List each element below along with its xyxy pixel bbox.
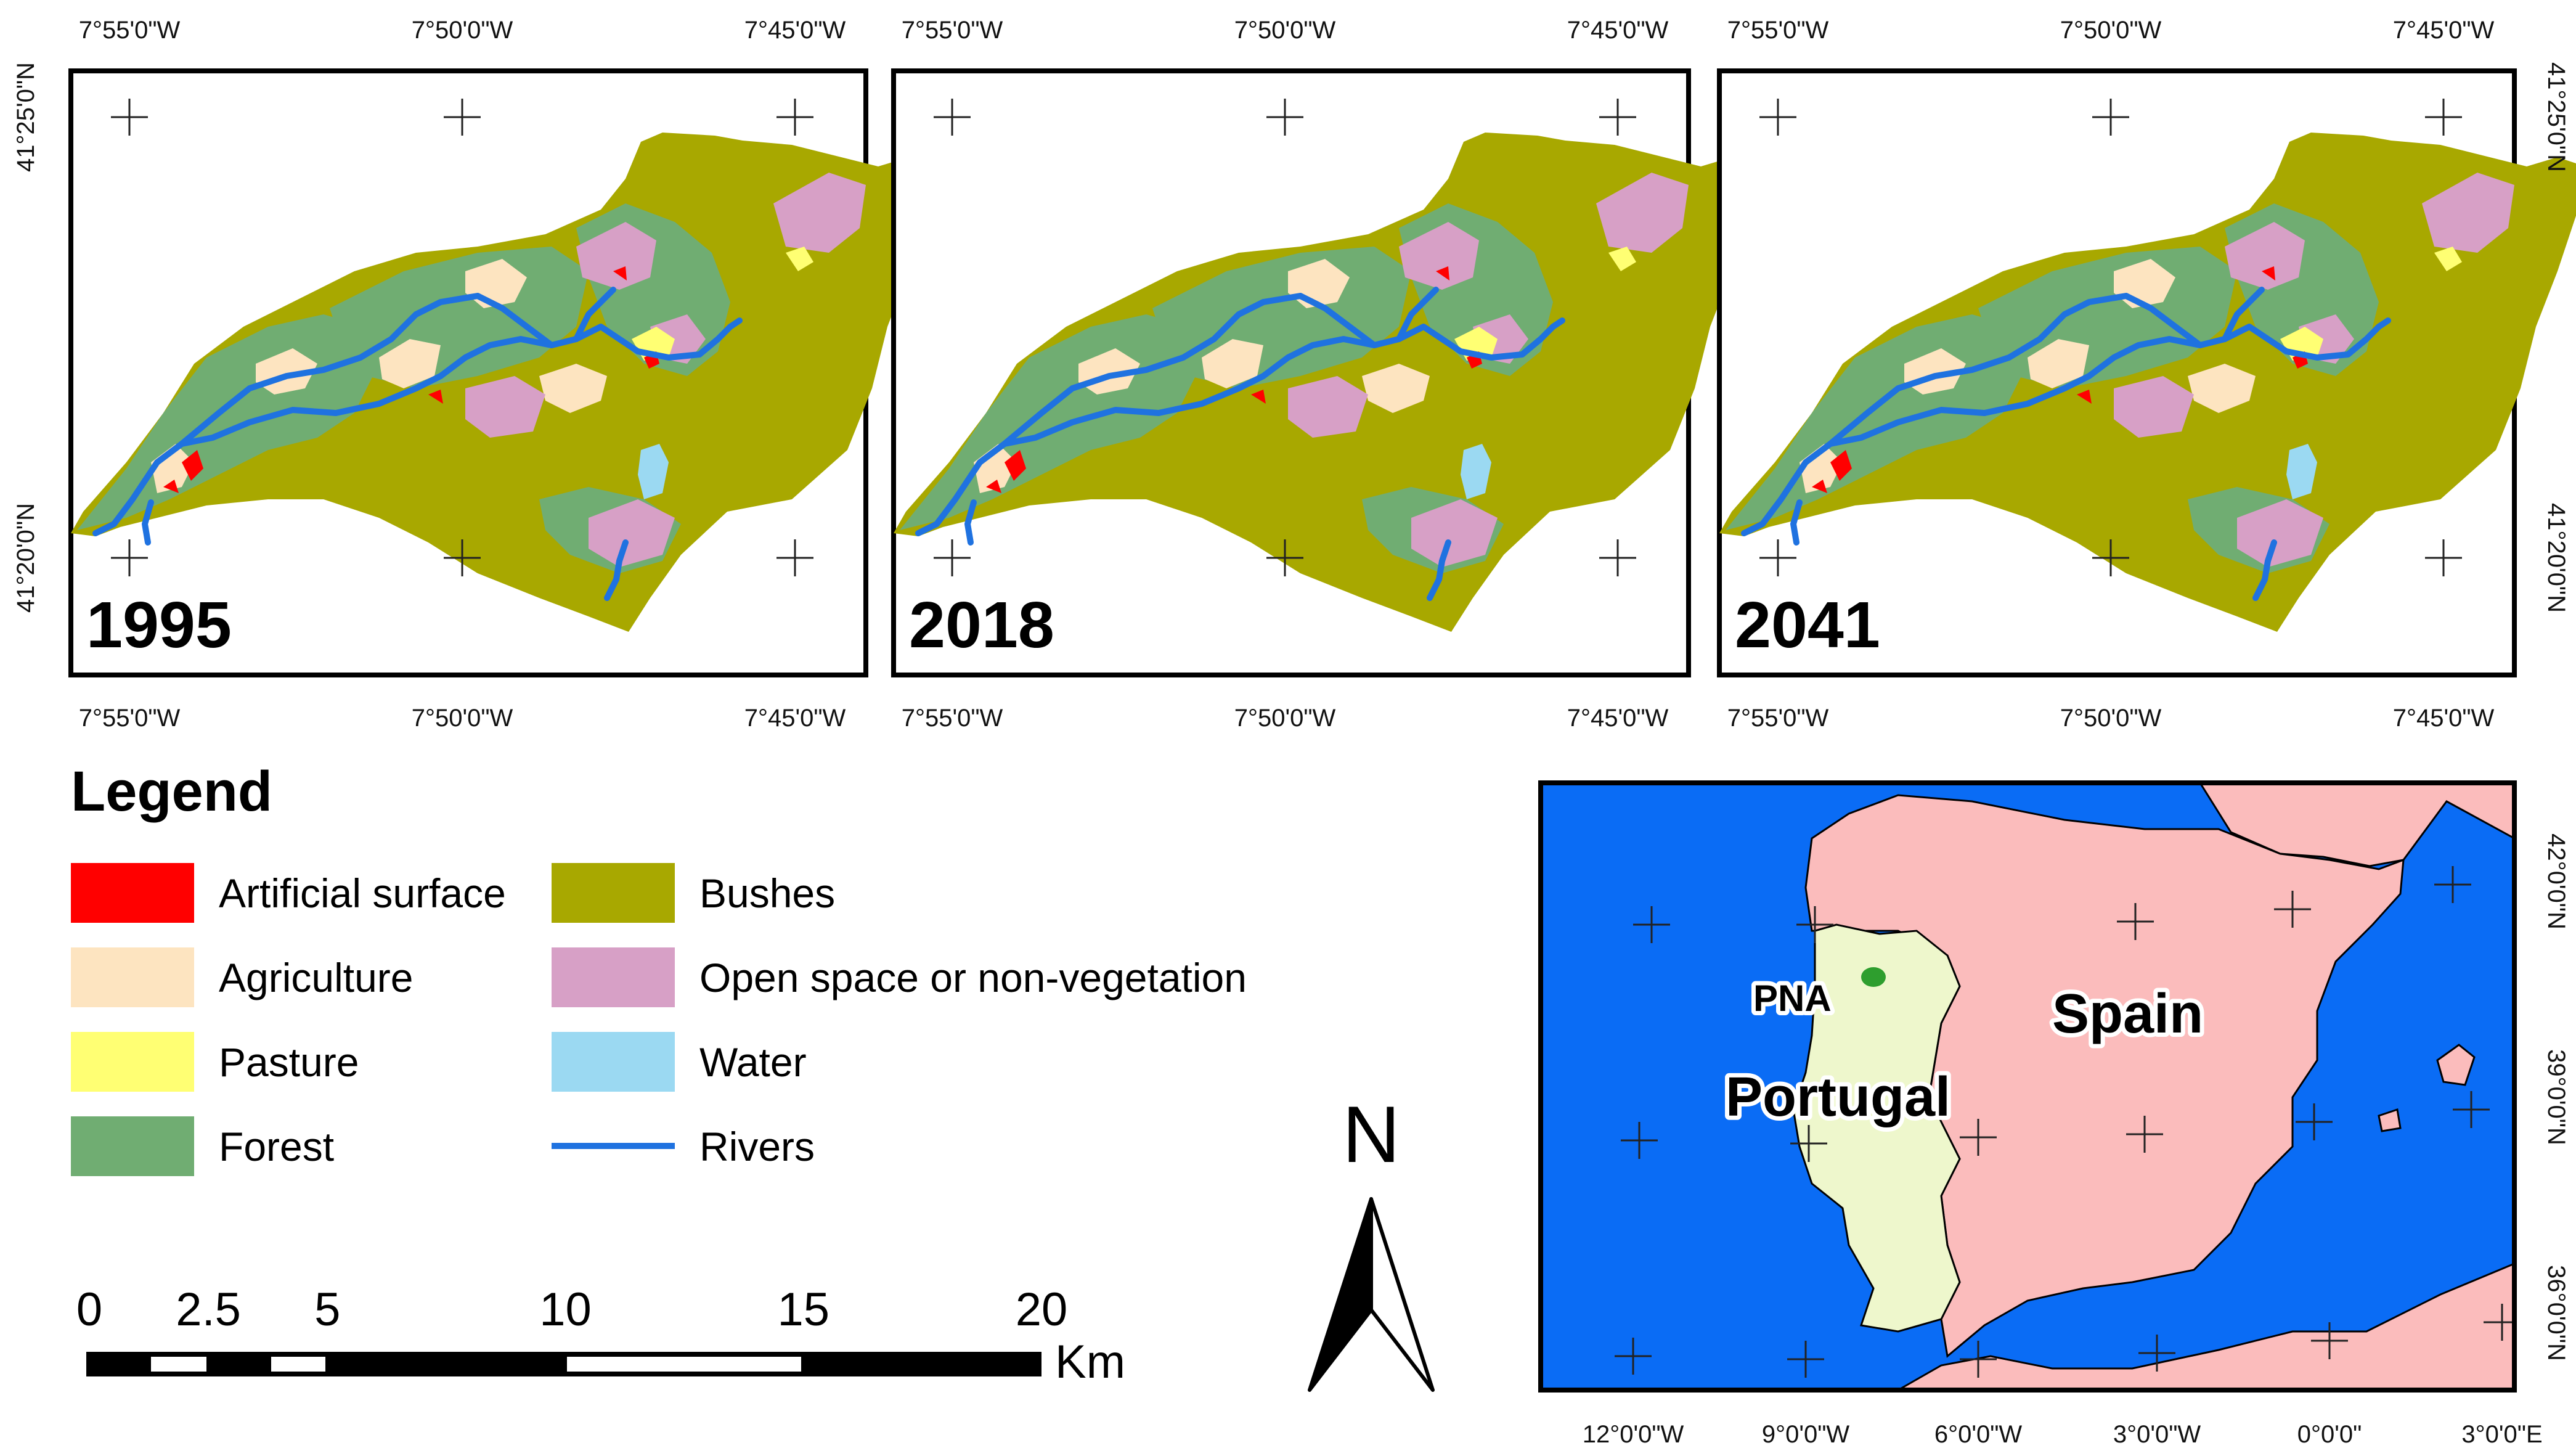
lon-label-bottom: 7°55'0"W [1727,705,1829,732]
legend-swatch [71,947,194,1007]
legend-label: Forest [219,1124,334,1169]
lon-label-top: 7°55'0"W [79,17,181,44]
legend-label: Artificial surface [219,870,506,916]
lon-label-bottom: 7°45'0"W [744,705,846,732]
inset-lat-label: 39°0'0"N [2543,1049,2570,1145]
lon-label-bottom: 7°45'0"W [1567,705,1669,732]
lon-label-top: 7°50'0"W [2060,17,2162,44]
map-panel-2018: 2018 7°55'0"W 7°50'0"W 7°45'0"W 7°55'0"W… [894,17,1769,732]
inset-lon-label: 9°0'0"W [1762,1421,1850,1448]
legend-title: Legend [71,760,272,823]
legend-label: Water [699,1039,807,1085]
inset-lon-label: 12°0'0"W [1583,1421,1684,1448]
spain-label: Spain [2052,983,2203,1045]
scale-unit: Km [1055,1336,1125,1388]
study-area-label: PNA [1753,978,1832,1019]
scale-bar-segment [271,1357,325,1372]
inset-lat-label: 36°0'0"N [2543,1265,2570,1361]
lon-label-top: 7°55'0"W [1727,17,1829,44]
scale-bar-segment [151,1357,206,1372]
panel-year-label: 2041 [1735,589,1880,661]
legend-label: Pasture [219,1039,359,1085]
scale-bar-track [86,1352,1041,1376]
scale-bar: 0 2.5 5 10 15 20 Km [76,1283,1125,1388]
legend-swatch [552,947,675,1007]
lat-label-right: 41°25'0"N [2543,62,2570,172]
scale-tick-label: 15 [777,1283,829,1336]
lon-label-top: 7°45'0"W [2393,17,2495,44]
legend-label: Rivers [699,1124,815,1169]
north-arrow-icon: N [1308,1089,1435,1392]
lat-label-left: 41°20'0"N [12,503,39,613]
inset-lon-label: 3°0'0"E [2461,1421,2542,1448]
inset-lon-label: 3°0'0"W [2113,1421,2201,1448]
panel-year-label: 1995 [86,589,232,661]
inset-map-iberia: PNA Portugal Spain 12°0'0"W 9°0'0"W 6°0'0"… [1538,780,2570,1448]
legend-swatch [71,1116,194,1176]
study-area-marker [1861,967,1886,987]
scale-tick-label: 0 [76,1283,102,1336]
scale-bar-segment [567,1357,801,1372]
map-panel-1995: 1995 7°55'0"W 7°50'0"W 7°45'0"W 7°55'0"W… [12,17,946,732]
panel-year-label: 2018 [909,589,1054,661]
lon-label-bottom: 7°55'0"W [79,705,181,732]
scale-tick-label: 2.5 [176,1283,241,1336]
portugal-shape [1792,923,1961,1333]
lon-label-bottom: 7°45'0"W [2393,705,2495,732]
lat-label-left: 41°25'0"N [12,62,39,172]
scale-tick-label: 20 [1016,1283,1068,1336]
lon-label-bottom: 7°50'0"W [412,705,513,732]
legend-label: Agriculture [219,955,413,1000]
portugal-label: Portugal [1726,1066,1950,1128]
lon-label-top: 7°50'0"W [1234,17,1336,44]
lon-label-top: 7°45'0"W [1567,17,1669,44]
map-panel-2041: 2041 7°55'0"W 7°50'0"W 7°45'0"W 7°55'0"W… [1719,17,2576,732]
legend-label: Open space or non-vegetation [699,955,1247,1000]
lon-label-bottom: 7°50'0"W [2060,705,2162,732]
lat-label-right: 41°20'0"N [2543,503,2570,613]
lon-label-top: 7°45'0"W [744,17,846,44]
lon-label-top: 7°55'0"W [902,17,1003,44]
lon-label-bottom: 7°55'0"W [902,705,1003,732]
legend: Legend Artificial surface Agriculture Past… [71,760,1247,1176]
lon-label-top: 7°50'0"W [412,17,513,44]
lon-label-bottom: 7°50'0"W [1234,705,1336,732]
scale-tick-label: 5 [314,1283,340,1336]
legend-swatch [71,863,194,923]
legend-swatch [552,1032,675,1092]
legend-swatch [71,1032,194,1092]
inset-lat-label: 42°0'0"N [2543,833,2570,930]
north-label: N [1342,1089,1400,1179]
legend-swatch [552,863,675,923]
inset-lon-label: 0°0'0" [2297,1421,2362,1448]
scale-tick-label: 10 [539,1283,592,1336]
inset-lon-label: 6°0'0"W [1934,1421,2023,1448]
legend-label: Bushes [699,870,835,916]
